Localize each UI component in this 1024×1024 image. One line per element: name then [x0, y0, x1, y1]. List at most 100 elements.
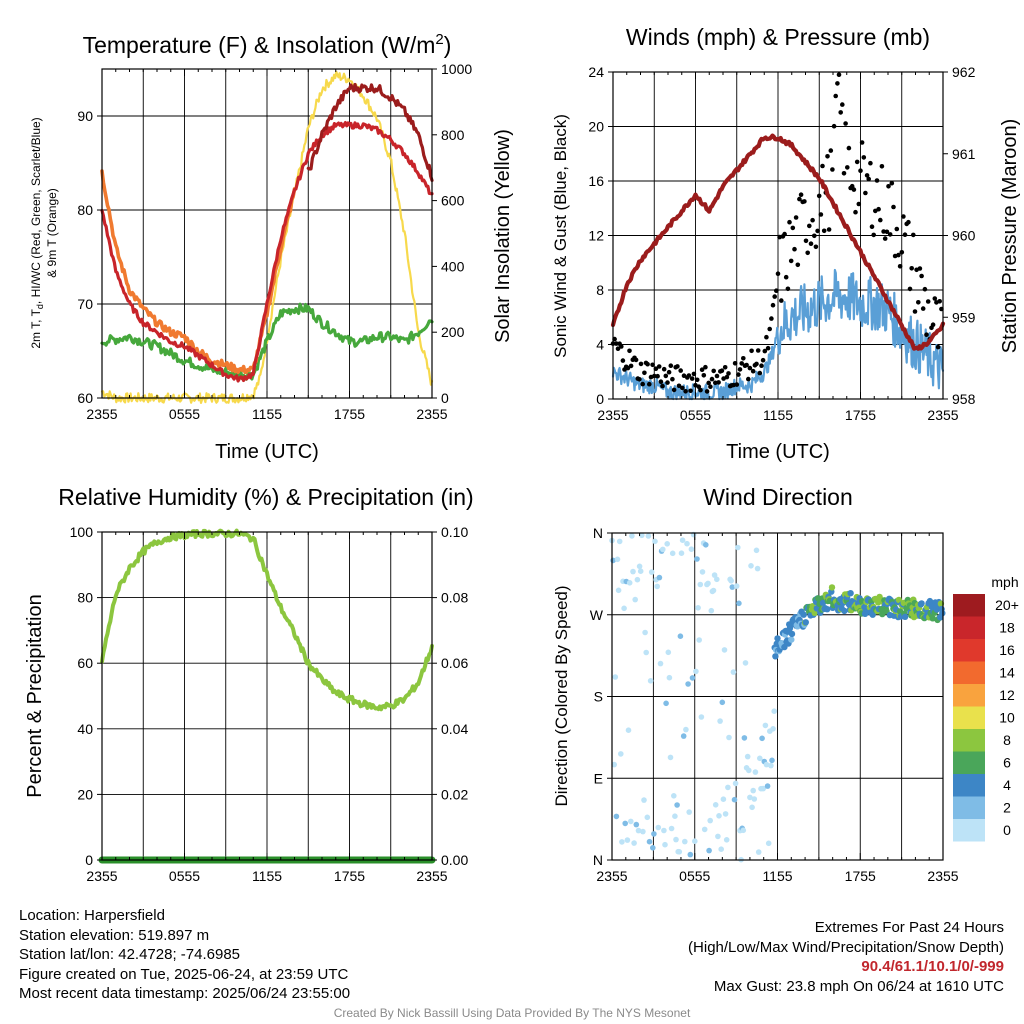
- gust-point: [716, 380, 721, 385]
- gust-point: [924, 332, 929, 338]
- direction-point: [895, 596, 903, 604]
- direction-point: [701, 826, 708, 833]
- gust-point: [919, 273, 924, 279]
- direction-point: [847, 590, 854, 597]
- gust-point: [859, 140, 865, 145]
- direction-point: [676, 849, 683, 855]
- direction-point: [632, 596, 638, 603]
- y-tick-label: 80: [77, 590, 93, 606]
- direction-point: [714, 576, 720, 583]
- gust-point: [833, 93, 838, 99]
- direction-point: [726, 734, 732, 741]
- gust-point: [843, 121, 848, 126]
- gust-point: [845, 165, 850, 170]
- gust-point: [805, 250, 810, 256]
- gust-point: [741, 356, 746, 361]
- legend-label: 4: [1003, 777, 1011, 793]
- gust-point: [793, 215, 799, 220]
- wind-line: [611, 268, 945, 401]
- direction-point: [692, 838, 698, 844]
- gust-point: [719, 368, 725, 374]
- direction-point: [612, 674, 619, 680]
- x-tick-label: 0555: [169, 406, 200, 422]
- y-tick-label: 100: [70, 524, 94, 540]
- gust-point: [711, 368, 716, 374]
- gust-point: [736, 372, 741, 377]
- direction-point: [828, 584, 836, 591]
- direction-point: [703, 542, 709, 548]
- gust-point: [724, 374, 730, 380]
- y2-tick-label: 1000: [441, 61, 472, 77]
- gust-point: [874, 178, 880, 183]
- direction-point: [715, 833, 721, 840]
- y-tick-label: 24: [588, 64, 604, 80]
- gust-point: [790, 225, 796, 231]
- x-tick-label: 2355: [416, 868, 447, 884]
- direction-point: [631, 840, 637, 846]
- direction-point: [771, 708, 777, 714]
- gust-point: [686, 373, 692, 378]
- gust-point: [628, 363, 634, 369]
- legend-swatch: [953, 819, 985, 842]
- gust-point: [645, 361, 650, 367]
- y2-tick-label: 0.10: [441, 524, 468, 540]
- gust-point: [920, 306, 926, 311]
- gust-point: [795, 262, 801, 268]
- direction-point: [730, 669, 737, 675]
- station-latlon: Station lat/lon: 42.4728; -74.6985: [19, 946, 241, 963]
- direction-point: [646, 838, 653, 845]
- direction-point: [673, 836, 679, 843]
- y-tick-label: S: [594, 689, 603, 705]
- humidity-ylabel: Percent & Precipitation: [24, 594, 46, 797]
- gust-point: [810, 217, 815, 223]
- pressure-line: [610, 133, 946, 351]
- figure-created: Figure created on Tue, 2025-06-24, at 23…: [19, 965, 349, 983]
- direction-point: [764, 783, 771, 789]
- gust-point: [747, 365, 753, 371]
- direction-point: [660, 546, 666, 553]
- y-tick-label: W: [590, 607, 604, 623]
- gust-point: [815, 228, 820, 234]
- x-tick-label: 2355: [596, 868, 627, 884]
- gust-point: [633, 357, 639, 363]
- gust-point: [732, 361, 738, 366]
- direction-point: [744, 753, 751, 760]
- direction-point: [633, 821, 640, 828]
- gust-point: [831, 123, 837, 129]
- direction-point: [788, 630, 796, 638]
- direction-point: [663, 700, 669, 707]
- legend-swatch: [953, 796, 985, 819]
- gust-point: [887, 232, 893, 237]
- x-tick-label: 2355: [416, 406, 447, 422]
- direction-point: [716, 813, 722, 819]
- direction-point: [869, 611, 876, 618]
- gust-point: [803, 238, 809, 244]
- gust-point: [830, 167, 835, 172]
- legend-label: 6: [1003, 755, 1011, 771]
- direction-point: [618, 751, 624, 757]
- x-tick-label: 2355: [86, 868, 117, 884]
- direction-point: [642, 629, 648, 636]
- legend-label: 18: [999, 620, 1015, 636]
- direction-point: [680, 733, 687, 739]
- direction-point: [712, 802, 719, 808]
- extremes-title: Extremes For Past 24 Hours: [814, 919, 1004, 936]
- direction-point: [641, 797, 647, 803]
- dewpoint-line: [100, 302, 434, 381]
- gust-point: [650, 362, 655, 368]
- gust-point: [760, 357, 766, 363]
- gust-point: [863, 190, 868, 196]
- gust-point: [922, 286, 928, 292]
- y2-tick-label: 0.02: [441, 786, 468, 802]
- temperature-ylabel: 2m T, Td, HI/WC (Red, Green, Scarlet/Blu…: [29, 117, 45, 348]
- legend-swatch: [953, 751, 985, 774]
- x-tick-label: 0555: [680, 407, 711, 423]
- direction-point: [901, 613, 909, 620]
- direction-point: [733, 583, 740, 589]
- y-tick-label: 40: [77, 721, 93, 737]
- y-tick-label: E: [594, 770, 603, 786]
- heat-index-line: [306, 82, 434, 182]
- gust-point: [770, 302, 776, 308]
- y2-tick-label: 0.00: [441, 852, 468, 868]
- gust-point: [694, 377, 700, 383]
